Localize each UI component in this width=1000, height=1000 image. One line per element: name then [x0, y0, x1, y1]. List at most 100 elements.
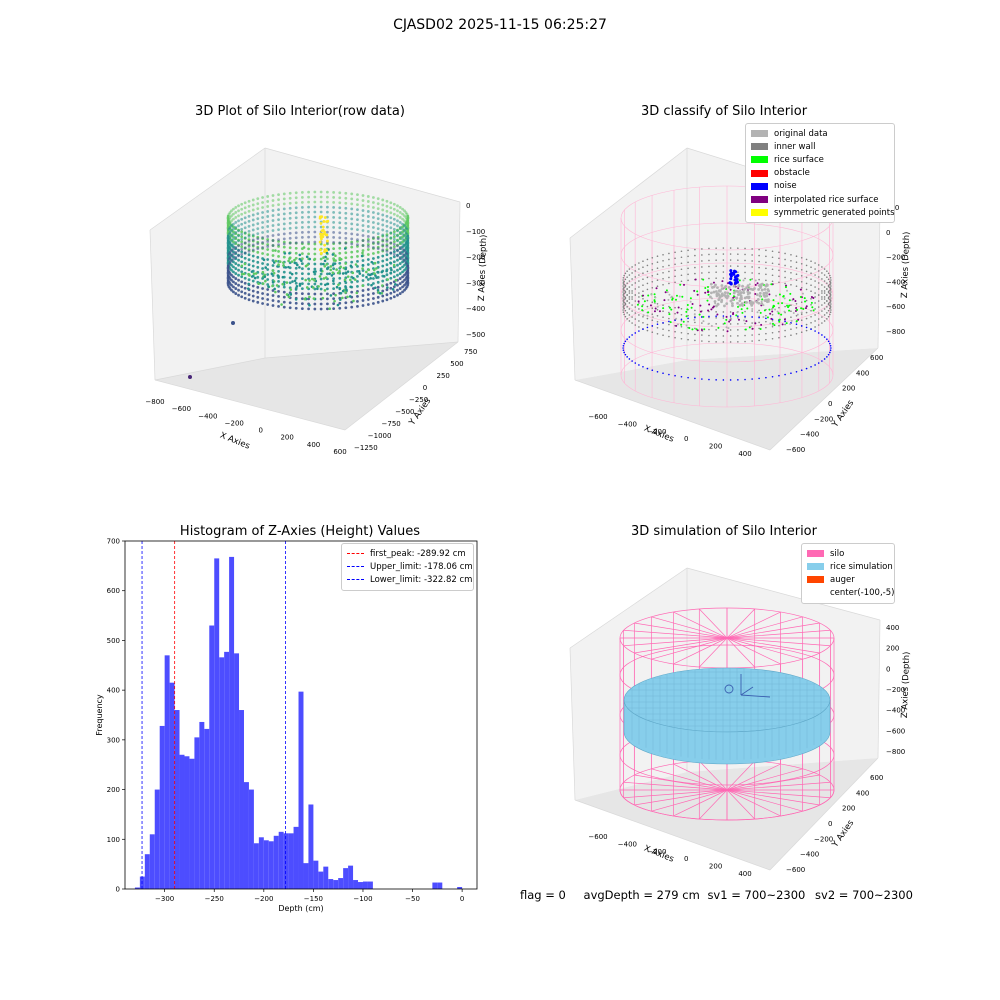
classify-point: [735, 314, 737, 316]
histogram-bar: [264, 840, 269, 889]
raw-point: [256, 247, 259, 250]
classify-point: [796, 279, 798, 281]
classify-point: [790, 272, 792, 274]
raw-point: [381, 284, 384, 287]
raw-point: [240, 208, 243, 211]
raw-point: [372, 297, 375, 300]
classify-point: [811, 302, 813, 304]
raw-point: [372, 246, 375, 249]
classify-point: [824, 292, 826, 294]
classify-point: [708, 272, 710, 274]
raw-point: [283, 256, 286, 259]
classify-point: [765, 256, 767, 258]
classify-point: [826, 338, 828, 340]
classify-point: [650, 304, 652, 306]
raw-point: [295, 196, 298, 199]
classify-point: [668, 283, 670, 285]
raw-point: [237, 259, 240, 262]
classify-point: [824, 268, 826, 270]
raw-point: [266, 230, 269, 233]
raw-point: [234, 206, 237, 209]
classify-point: [806, 283, 808, 285]
classify-point: [651, 275, 653, 277]
raw-point: [393, 235, 396, 238]
simulation-legend: silo rice simulation auger center(-100,-…: [801, 543, 895, 604]
raw-point: [393, 228, 396, 231]
raw-point: [240, 295, 243, 298]
classify-point: [629, 274, 631, 276]
raw-point: [272, 204, 275, 207]
raw-point: [326, 196, 329, 199]
raw-point: [289, 246, 292, 249]
classify-point: [730, 247, 732, 249]
classify-point: [651, 313, 653, 315]
classify-point: [694, 255, 696, 257]
classify-point: [662, 372, 664, 374]
raw-point: [289, 202, 292, 205]
classify-point: [642, 328, 644, 330]
raw-point: [313, 297, 316, 300]
raw-point: [283, 237, 286, 240]
classify-point: [744, 248, 746, 250]
classify-point: [758, 322, 760, 324]
classify-point: [737, 259, 739, 261]
classify-point: [700, 311, 702, 313]
classify-point: [818, 332, 820, 334]
classify-point: [780, 314, 782, 316]
raw-point: [386, 283, 389, 286]
raw-point: [261, 262, 264, 265]
raw-point: [248, 220, 251, 223]
raw-point: [237, 234, 240, 237]
raw-point: [244, 251, 247, 254]
raw-point: [295, 307, 298, 310]
x-tick-label: −600: [588, 413, 607, 421]
raw-point: [244, 216, 247, 219]
raw-point: [396, 294, 399, 297]
raw-point: [266, 200, 269, 203]
raw-point: [399, 206, 402, 209]
raw-point: [277, 305, 280, 308]
raw-point: [406, 265, 409, 268]
raw-point: [272, 194, 275, 197]
classify-point: [749, 279, 751, 281]
raw-point: [393, 255, 396, 258]
raw-point: [349, 286, 352, 289]
classify-point: [796, 333, 798, 335]
raw-point: [350, 197, 353, 200]
simulation-y-label: Y Axies: [830, 818, 857, 850]
classify-point: [626, 300, 628, 302]
classify-point: [810, 310, 812, 312]
classify-point: [764, 285, 767, 288]
classify-point: [765, 274, 767, 276]
classify-point: [687, 274, 689, 276]
raw-point: [295, 191, 298, 194]
x-tick-label: 400: [738, 870, 751, 878]
raw-point: [227, 275, 230, 278]
raw-point: [344, 247, 347, 250]
classify-point: [668, 324, 670, 326]
raw-point: [232, 223, 235, 226]
classify-point: [775, 295, 777, 297]
raw-point: [279, 260, 282, 263]
classify-point: [760, 312, 762, 314]
z-tick-label: −800: [886, 328, 905, 336]
raw-point: [362, 214, 365, 217]
classify-point: [765, 292, 768, 295]
raw-point: [362, 294, 365, 297]
classify-point: [805, 307, 807, 309]
classify-point: [629, 280, 631, 282]
classify-point: [760, 302, 763, 305]
histogram-bar: [165, 655, 170, 889]
raw-point: [252, 260, 255, 263]
histogram-bar: [269, 841, 274, 889]
raw-point: [372, 201, 375, 204]
z-tick-label: 400: [886, 624, 899, 632]
classify-point: [826, 356, 828, 358]
classify-point: [723, 335, 725, 337]
raw-point: [240, 250, 243, 253]
legend-item: inner wall: [751, 140, 889, 153]
legend-swatch: [807, 563, 824, 570]
raw-point: [244, 257, 247, 260]
raw-point: [393, 290, 396, 293]
classify-point: [674, 337, 676, 339]
